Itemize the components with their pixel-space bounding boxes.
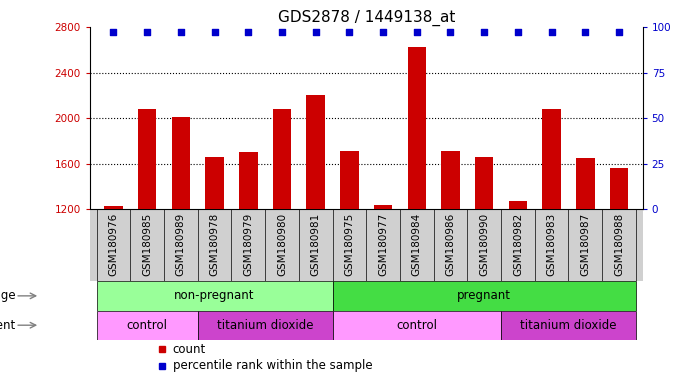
Text: GSM180986: GSM180986	[446, 213, 455, 276]
Text: GSM180975: GSM180975	[344, 213, 354, 276]
Bar	[104, 206, 123, 209]
Point	[513, 29, 524, 35]
Text: GSM180983: GSM180983	[547, 213, 557, 276]
Point	[344, 29, 355, 35]
Point	[377, 29, 388, 35]
Point	[209, 29, 220, 35]
Point	[580, 29, 591, 35]
Point	[176, 29, 187, 35]
Text: GSM180978: GSM180978	[209, 213, 220, 276]
Point	[310, 29, 321, 35]
Bar	[97, 311, 198, 340]
Bar	[442, 151, 460, 209]
Point	[142, 29, 153, 35]
Bar	[609, 168, 628, 209]
Bar	[501, 311, 636, 340]
Text: GSM180982: GSM180982	[513, 213, 523, 276]
Title: GDS2878 / 1449138_at: GDS2878 / 1449138_at	[278, 9, 455, 25]
Text: count: count	[173, 343, 206, 356]
Text: GSM180980: GSM180980	[277, 213, 287, 276]
Text: GSM180990: GSM180990	[479, 213, 489, 276]
Bar	[273, 109, 291, 209]
Text: GSM180981: GSM180981	[311, 213, 321, 276]
Text: control: control	[126, 319, 168, 332]
Text: titanium dioxide: titanium dioxide	[520, 319, 617, 332]
Bar	[408, 47, 426, 209]
Text: GSM180989: GSM180989	[176, 213, 186, 276]
Bar	[198, 311, 332, 340]
Bar	[171, 117, 190, 209]
Point	[276, 29, 287, 35]
Bar	[97, 281, 332, 311]
Text: GSM180985: GSM180985	[142, 213, 152, 276]
Text: GSM180987: GSM180987	[580, 213, 590, 276]
Point	[479, 29, 490, 35]
Bar	[340, 151, 359, 209]
Bar	[509, 202, 527, 209]
Text: GSM180979: GSM180979	[243, 213, 254, 276]
Text: development stage: development stage	[0, 290, 15, 302]
Text: titanium dioxide: titanium dioxide	[217, 319, 313, 332]
Bar	[542, 109, 561, 209]
Text: pregnant: pregnant	[457, 290, 511, 302]
Bar	[576, 158, 594, 209]
Text: GSM180976: GSM180976	[108, 213, 118, 276]
Text: non-pregnant: non-pregnant	[174, 290, 255, 302]
Bar	[374, 205, 392, 209]
Bar	[306, 95, 325, 209]
Point	[108, 29, 119, 35]
Point	[411, 29, 422, 35]
Bar	[475, 157, 493, 209]
Text: GSM180984: GSM180984	[412, 213, 422, 276]
Point	[445, 29, 456, 35]
Bar	[332, 311, 501, 340]
Text: control: control	[397, 319, 437, 332]
Text: GSM180977: GSM180977	[378, 213, 388, 276]
Bar	[332, 281, 636, 311]
Point	[243, 29, 254, 35]
Point	[614, 29, 625, 35]
Text: GSM180988: GSM180988	[614, 213, 624, 276]
Text: percentile rank within the sample: percentile rank within the sample	[173, 359, 372, 372]
Bar	[205, 157, 224, 209]
Point	[546, 29, 557, 35]
Bar	[239, 152, 258, 209]
Bar	[138, 109, 156, 209]
Text: agent: agent	[0, 319, 15, 332]
